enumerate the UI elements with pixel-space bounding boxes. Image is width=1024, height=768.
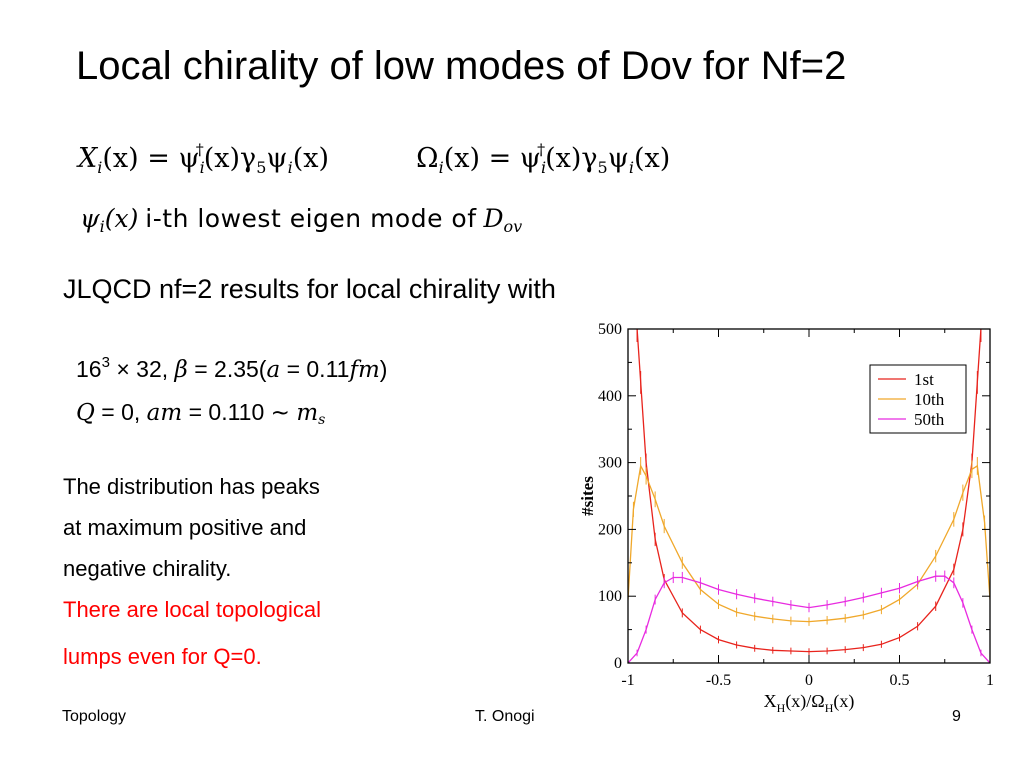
- legend-label: 50th: [914, 410, 945, 429]
- x-tick-label: 1: [986, 672, 994, 689]
- description-line: at maximum positive and: [63, 515, 307, 540]
- y-tick-label: 200: [598, 521, 622, 538]
- simulation-parameters: 163 × 32, β = 2.35(a = 0.11fm) Q = 0, am…: [76, 342, 387, 441]
- description-text: The distribution has peaks at maximum po…: [63, 466, 321, 677]
- y-tick-label: 500: [598, 321, 622, 338]
- x-tick-label: -0.5: [706, 672, 731, 689]
- slide-title: Local chirality of low modes of Dov for …: [76, 44, 847, 88]
- legend-label: 10th: [914, 390, 945, 409]
- lattice-parameters-line: 163 × 32, β = 2.35(a = 0.11fm): [76, 354, 388, 383]
- y-tick-label: 300: [598, 455, 622, 472]
- footer-page-number: 9: [952, 708, 961, 725]
- x-tick-label: -1: [621, 672, 634, 689]
- y-tick-label: 0: [614, 655, 622, 672]
- y-tick-label: 400: [598, 388, 622, 405]
- y-axis-label: #sites: [578, 476, 597, 516]
- description-line: negative chirality.: [63, 556, 232, 581]
- highlight-line: lumps even for Q=0.: [63, 644, 262, 669]
- chart-svg: 0 100 200 300 400 500 -1 -0.5 0 0.5 1 #sites XH(x)/Ω…: [578, 321, 994, 715]
- series-line-10th: [628, 463, 990, 623]
- footer-author: T. Onogi: [475, 708, 535, 725]
- x-tick-label: 0: [805, 672, 813, 689]
- chirality-distribution-chart: 0 100 200 300 400 500 -1 -0.5 0 0.5 1 #sites XH(x)/Ω…: [560, 318, 1000, 718]
- eigenmode-definition: ψi(x) i-th lowest eigen mode of Dov: [80, 204, 523, 236]
- highlight-line: There are local topological: [63, 597, 322, 622]
- y-tick-label: 100: [598, 588, 622, 605]
- footer-topic: Topology: [62, 708, 127, 725]
- x-axis-label: XH(x)/ΩH(x): [764, 691, 855, 715]
- chirality-equation: Xi(x) = ψi†(x)γ5ψi(x) Ωi(x) = ψi†(x)γ5ψi…: [78, 140, 671, 177]
- description-line: The distribution has peaks: [63, 474, 320, 499]
- section-subheading: JLQCD nf=2 results for local chirality w…: [63, 274, 556, 304]
- legend-label: 1st: [914, 370, 934, 389]
- x-tick-label: 0.5: [890, 672, 910, 689]
- mass-parameters-line: Q = 0, am = 0.110 ∼ ms: [76, 399, 326, 428]
